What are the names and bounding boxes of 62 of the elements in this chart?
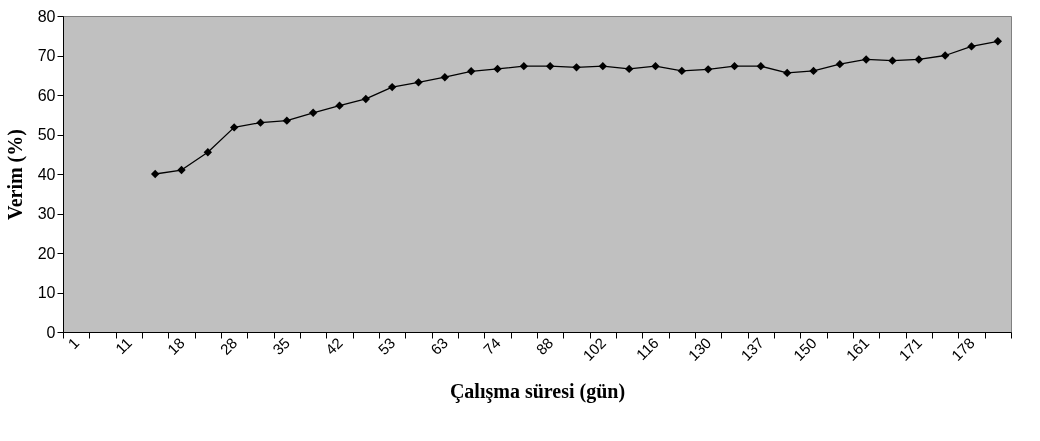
x-tick-label: 28 xyxy=(216,334,241,358)
point xyxy=(440,73,450,82)
x-axis-title: Çalışma süresi (gün) xyxy=(449,379,626,403)
x-tick-label: 116 xyxy=(632,334,662,364)
x-tick-label: 11 xyxy=(111,334,135,358)
point xyxy=(387,82,397,92)
point xyxy=(545,61,555,71)
y-tick-label: 50 xyxy=(37,126,56,143)
point xyxy=(835,60,845,69)
point xyxy=(703,65,713,74)
point xyxy=(519,61,529,71)
point xyxy=(967,42,976,51)
point xyxy=(572,63,581,72)
point xyxy=(493,64,502,74)
x-tick-label: 150 xyxy=(789,334,820,364)
point xyxy=(809,66,818,76)
point xyxy=(861,55,871,64)
x-tick-label: 171 xyxy=(895,334,925,364)
point xyxy=(730,61,739,71)
y-tick-label: 20 xyxy=(37,244,56,262)
y-tick-label: 60 xyxy=(37,86,56,104)
x-tick-label: 63 xyxy=(427,334,451,358)
point xyxy=(256,118,265,127)
x-tick-label: 178 xyxy=(947,334,978,364)
x-tick-label: 18 xyxy=(163,334,188,358)
point xyxy=(229,123,239,132)
y-tick-label: 80 xyxy=(37,7,56,25)
point xyxy=(203,148,213,157)
point xyxy=(414,78,423,87)
x-tick-label: 42 xyxy=(321,334,346,358)
point xyxy=(782,68,792,78)
point xyxy=(466,67,476,76)
point xyxy=(888,56,897,65)
x-tick-label: 53 xyxy=(374,334,399,358)
point xyxy=(651,61,660,71)
y-tick-label: 10 xyxy=(37,284,56,301)
point xyxy=(282,116,292,125)
y-tick-label: 30 xyxy=(37,205,56,222)
point xyxy=(177,165,186,175)
x-tick-label: 88 xyxy=(532,334,557,358)
point xyxy=(624,64,634,74)
x-tick-label: 130 xyxy=(684,334,715,364)
point xyxy=(150,169,160,179)
x-tick-label: 137 xyxy=(737,334,767,364)
point xyxy=(940,51,950,60)
y-tick-label: 70 xyxy=(37,47,56,64)
point xyxy=(756,61,766,71)
x-tick-label: 161 xyxy=(842,334,873,364)
y-axis-title: Verim (%) xyxy=(3,129,27,220)
y-tick-label: 40 xyxy=(37,165,56,183)
y-tick-label: 0 xyxy=(46,323,56,341)
x-tick-label: 35 xyxy=(269,334,293,358)
point xyxy=(308,108,318,117)
x-tick-label: 1 xyxy=(64,334,83,353)
point xyxy=(361,94,371,104)
point xyxy=(677,66,687,76)
point xyxy=(914,55,924,64)
x-tick-label: 102 xyxy=(579,334,609,364)
point xyxy=(335,101,344,110)
point xyxy=(598,61,608,71)
x-tick-label: 74 xyxy=(479,334,504,358)
point xyxy=(993,37,1003,46)
